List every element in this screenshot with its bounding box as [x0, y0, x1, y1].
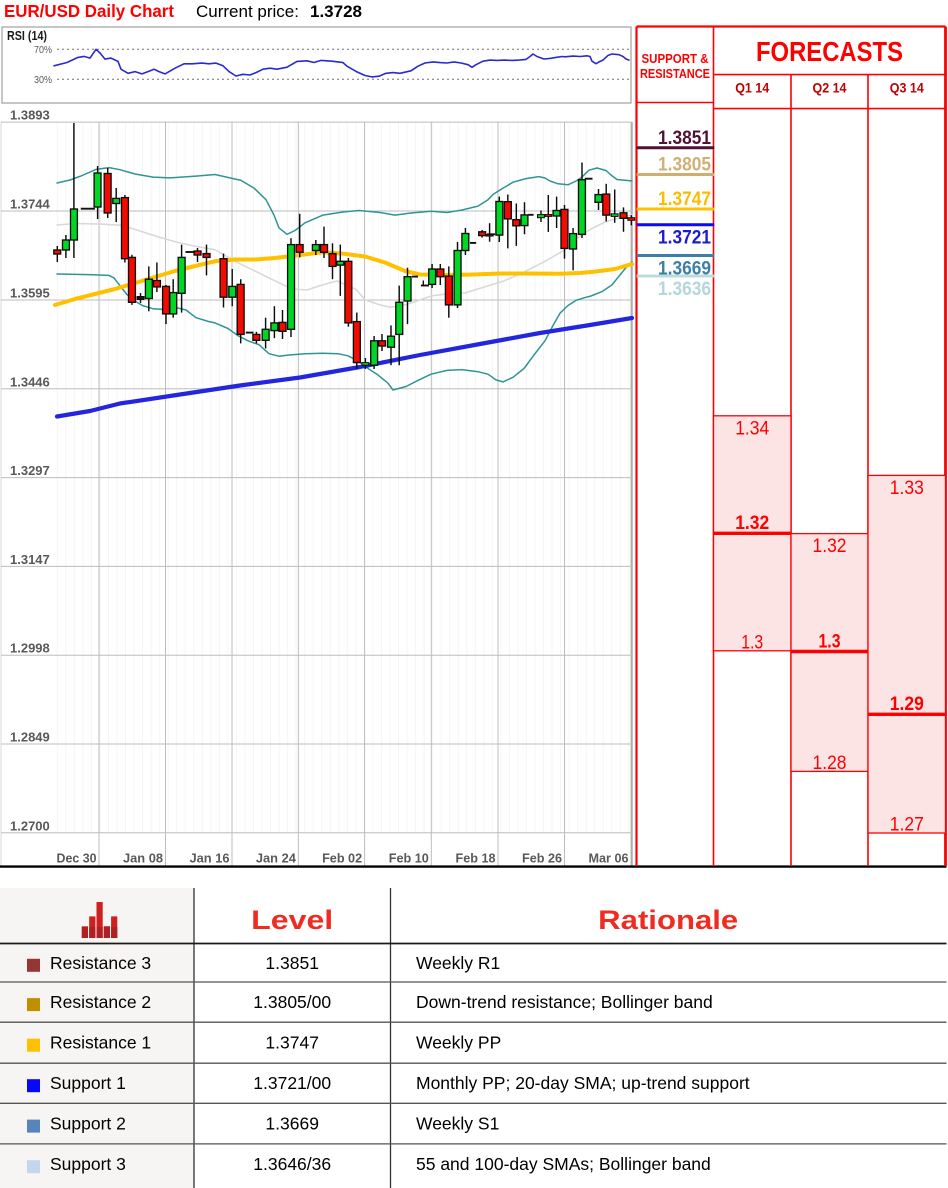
- svg-text:1.3636: 1.3636: [658, 278, 711, 300]
- svg-text:1.3: 1.3: [819, 630, 841, 652]
- svg-text:Feb 02: Feb 02: [322, 851, 362, 866]
- svg-text:Jan 24: Jan 24: [256, 851, 297, 866]
- svg-text:1.3646/36: 1.3646/36: [253, 1154, 331, 1174]
- svg-text:1.2700: 1.2700: [10, 818, 50, 833]
- svg-text:1.3297: 1.3297: [10, 463, 50, 478]
- svg-text:1.32: 1.32: [735, 512, 769, 534]
- svg-text:Rationale: Rationale: [598, 905, 738, 935]
- svg-text:Weekly S1: Weekly S1: [416, 1114, 499, 1134]
- svg-text:Jan 08: Jan 08: [123, 851, 163, 866]
- svg-text:EUR/USD Daily Chart: EUR/USD Daily Chart: [4, 1, 174, 21]
- svg-text:1.3851: 1.3851: [658, 127, 711, 149]
- svg-text:Feb 10: Feb 10: [389, 851, 429, 866]
- svg-text:1.3805/00: 1.3805/00: [253, 992, 331, 1012]
- svg-text:Feb 18: Feb 18: [456, 851, 496, 866]
- svg-text:Dec 30: Dec 30: [57, 851, 97, 866]
- svg-text:70%: 70%: [34, 44, 52, 56]
- svg-text:Weekly PP: Weekly PP: [416, 1033, 501, 1053]
- svg-text:1.3747: 1.3747: [265, 1033, 319, 1053]
- svg-text:1.3721: 1.3721: [658, 227, 711, 249]
- svg-text:1.32: 1.32: [813, 535, 847, 557]
- svg-text:Support 2: Support 2: [50, 1114, 126, 1134]
- svg-text:1.34: 1.34: [735, 417, 769, 439]
- svg-text:1.3728: 1.3728: [310, 2, 362, 21]
- svg-text:Jan 16: Jan 16: [190, 851, 230, 866]
- svg-text:55 and 100-day SMAs; Bollinger: 55 and 100-day SMAs; Bollinger band: [416, 1154, 711, 1174]
- svg-text:Q1 14: Q1 14: [735, 81, 769, 96]
- svg-text:1.29: 1.29: [890, 693, 924, 715]
- svg-text:Support 1: Support 1: [50, 1073, 126, 1093]
- svg-text:Down-trend resistance; Bolling: Down-trend resistance; Bollinger band: [416, 992, 713, 1012]
- svg-text:RESISTANCE: RESISTANCE: [640, 66, 710, 81]
- svg-text:Q3 14: Q3 14: [890, 81, 924, 96]
- svg-text:Q2 14: Q2 14: [813, 81, 847, 96]
- svg-text:1.3595: 1.3595: [10, 286, 50, 301]
- svg-text:Resistance 1: Resistance 1: [50, 1033, 151, 1053]
- svg-text:Feb 26: Feb 26: [522, 851, 562, 866]
- svg-text:Resistance 3: Resistance 3: [50, 953, 151, 973]
- svg-text:1.27: 1.27: [890, 814, 924, 836]
- svg-text:1.3669: 1.3669: [658, 257, 711, 279]
- svg-text:1.3446: 1.3446: [10, 374, 50, 389]
- svg-text:RSI (14): RSI (14): [7, 29, 47, 43]
- svg-text:Resistance 2: Resistance 2: [50, 992, 151, 1012]
- svg-text:Support 3: Support 3: [50, 1154, 126, 1174]
- svg-text:Current price:: Current price:: [196, 2, 299, 21]
- svg-text:30%: 30%: [34, 74, 52, 86]
- svg-text:Monthly PP; 20-day SMA; up-tre: Monthly PP; 20-day SMA; up-trend support: [416, 1073, 750, 1093]
- svg-text:1.33: 1.33: [890, 477, 924, 499]
- svg-text:1.3147: 1.3147: [10, 552, 50, 567]
- svg-text:1.3721/00: 1.3721/00: [253, 1073, 331, 1093]
- svg-text:1.3747: 1.3747: [658, 188, 711, 210]
- svg-text:Weekly R1: Weekly R1: [416, 953, 500, 973]
- svg-text:Mar 06: Mar 06: [589, 851, 629, 866]
- svg-text:1.3893: 1.3893: [10, 108, 50, 123]
- svg-text:1.3744: 1.3744: [10, 197, 51, 212]
- svg-text:1.3805: 1.3805: [658, 154, 711, 176]
- svg-text:SUPPORT &: SUPPORT &: [642, 51, 709, 66]
- svg-text:1.2849: 1.2849: [10, 730, 50, 745]
- svg-text:Level: Level: [251, 905, 333, 935]
- svg-text:1.3851: 1.3851: [265, 953, 319, 973]
- svg-text:FORECASTS: FORECASTS: [756, 36, 903, 67]
- svg-text:1.28: 1.28: [813, 752, 847, 774]
- svg-text:1.3: 1.3: [741, 631, 763, 653]
- svg-text:1.2998: 1.2998: [10, 641, 50, 656]
- svg-text:1.3669: 1.3669: [265, 1114, 319, 1134]
